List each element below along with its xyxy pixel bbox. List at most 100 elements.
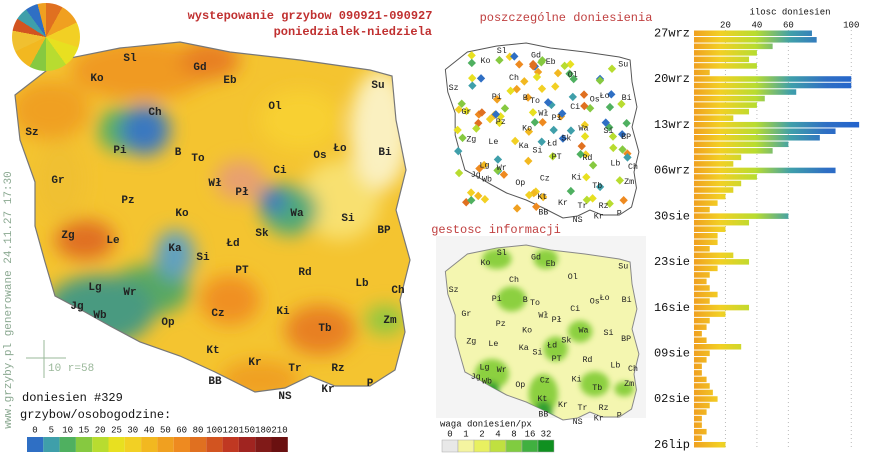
city-label: Tb: [592, 383, 602, 393]
density-tick-label: 0: [447, 429, 452, 439]
report-point: [466, 188, 476, 197]
legend-swatch: [173, 437, 190, 452]
city-label: Wr: [123, 287, 136, 299]
report-point: [619, 196, 628, 205]
city-label: B: [523, 93, 528, 103]
shade: [55, 220, 115, 260]
city-label: Wa: [579, 326, 589, 336]
bar: [694, 311, 726, 317]
bar: [694, 376, 707, 383]
city-label: Ol: [568, 272, 578, 282]
city-label: Rd: [298, 267, 311, 279]
legend-tick-label: 100: [206, 425, 222, 435]
city-label: Zg: [466, 337, 476, 347]
bar: [694, 272, 710, 278]
x-tick-label: 20: [720, 20, 731, 30]
city-label: Kt: [537, 394, 547, 404]
density-tick-label: 8: [511, 429, 516, 439]
city-label: Si: [532, 348, 542, 358]
report-point: [622, 119, 631, 128]
legend-swatch: [92, 437, 109, 452]
shade: [120, 105, 170, 155]
shade: [614, 381, 634, 397]
density-swatch: [521, 439, 539, 453]
city-label: Pi: [113, 145, 127, 157]
city-label: Bi: [378, 147, 392, 159]
report-point: [524, 156, 533, 166]
bar: [694, 69, 710, 76]
city-label: Wł: [208, 178, 222, 190]
bar: [694, 56, 750, 63]
city-label: Zm: [624, 177, 634, 187]
report-point: [474, 191, 483, 201]
city-label: To: [530, 96, 540, 106]
density-tick-label: 32: [541, 429, 552, 439]
legend-tick-label: 40: [144, 425, 155, 435]
legend-tick-label: 30: [127, 425, 138, 435]
city-label: Pz: [496, 319, 506, 329]
x-tick-label: 100: [843, 20, 859, 30]
city-label: Ch: [148, 107, 161, 119]
y-tick-label: 09sie: [654, 346, 690, 360]
bar: [694, 43, 773, 50]
city-label: Ol: [568, 70, 578, 80]
bar: [694, 102, 757, 108]
density-swatch: [489, 439, 507, 453]
bar: [694, 246, 710, 252]
city-label: Pz: [496, 117, 506, 127]
legend-swatch: [59, 437, 76, 452]
report-point: [532, 72, 542, 82]
report-point: [595, 76, 605, 85]
y-tick-label: 13wrz: [654, 118, 690, 132]
bar: [694, 89, 797, 95]
city-label: Op: [515, 178, 525, 188]
legend-tick-label: 120: [222, 425, 238, 435]
bar: [694, 441, 726, 448]
city-label: Tr: [578, 403, 588, 413]
city-label: Ch: [509, 73, 519, 83]
bar: [694, 193, 726, 200]
report-point: [528, 59, 538, 69]
city-label: Wł: [538, 311, 548, 321]
city-label: Ko: [522, 124, 532, 134]
bar: [694, 50, 757, 56]
city-label: Pł: [552, 315, 562, 325]
bar: [694, 304, 750, 311]
city-label: Tb: [592, 181, 602, 191]
y-tick-label: 27wrz: [654, 26, 690, 40]
legend-swatch: [206, 437, 223, 452]
bar: [694, 265, 718, 272]
city-label: NS: [573, 215, 583, 225]
city-label: Bi: [622, 295, 632, 305]
title: wystepowanie grzybow 090921-090927: [188, 9, 433, 23]
city-label: Wa: [290, 208, 304, 220]
density-map-title: gestosc informacji: [431, 223, 561, 237]
bar: [694, 298, 710, 304]
shade: [496, 286, 527, 312]
report-point: [523, 93, 533, 102]
city-label: Zg: [466, 135, 476, 145]
legend-swatch: [255, 437, 272, 452]
city-label: Ci: [570, 102, 580, 112]
report-point: [500, 104, 510, 113]
legend-swatch: [108, 437, 125, 452]
legend-swatch: [238, 437, 256, 452]
watermark: www.grzyby.pl generowane 24.11.27 17:30: [3, 171, 15, 428]
shade: [567, 320, 593, 343]
city-label: Ko: [481, 56, 491, 66]
city-label: BP: [621, 132, 631, 142]
y-tick-label: 20wrz: [654, 72, 690, 86]
report-point: [510, 52, 519, 61]
legend-swatch: [75, 437, 93, 452]
bar: [694, 389, 713, 396]
city-label: Le: [488, 339, 498, 349]
city-label: Łd: [226, 238, 239, 250]
legend: 0 5 10 15 20 25 30 40 50 60 80 100 120 150 180 210 0 1 2 4 8…: [27, 425, 555, 453]
report-point: [617, 130, 627, 139]
city-label: Pi: [492, 92, 502, 102]
city-label: Si: [604, 328, 614, 338]
bar: [694, 206, 710, 213]
bar: [694, 278, 707, 285]
